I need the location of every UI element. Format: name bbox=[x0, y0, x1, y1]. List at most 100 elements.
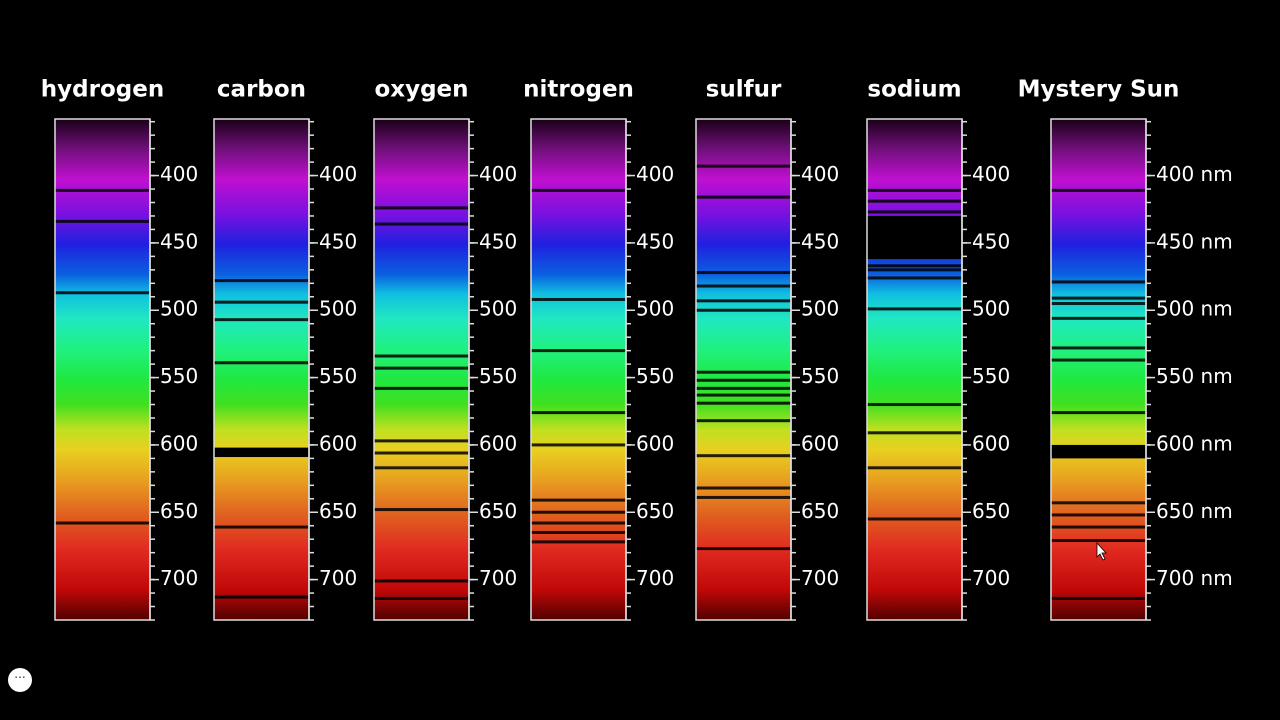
y-tick-label: 650 nm bbox=[1156, 499, 1233, 523]
y-tick-label: 650 bbox=[801, 499, 839, 523]
y-tick-label: 400 bbox=[972, 162, 1010, 186]
absorption-line bbox=[867, 199, 962, 203]
absorption-line bbox=[531, 297, 626, 301]
absorption-line bbox=[55, 219, 150, 223]
absorption-line bbox=[867, 431, 962, 435]
absorption-line bbox=[214, 595, 309, 599]
y-tick-label: 600 bbox=[160, 431, 198, 455]
y-tick-label: 700 bbox=[636, 566, 674, 590]
y-tick-label: 500 bbox=[479, 297, 517, 321]
y-tick-label: 700 nm bbox=[1156, 566, 1233, 590]
absorption-line bbox=[55, 188, 150, 192]
y-tick-label: 500 bbox=[801, 297, 839, 321]
y-tick-label: 550 bbox=[972, 364, 1010, 388]
absorption-line bbox=[1051, 539, 1146, 543]
y-tick-label: 450 bbox=[160, 229, 198, 253]
absorption-line bbox=[374, 366, 469, 370]
absorption-line bbox=[374, 466, 469, 470]
y-tick-label: 600 bbox=[972, 431, 1010, 455]
absorption-line bbox=[214, 361, 309, 365]
absorption-line bbox=[696, 284, 791, 288]
absorption-line bbox=[374, 439, 469, 443]
absorption-line bbox=[696, 419, 791, 423]
absorption-line bbox=[374, 354, 469, 358]
spectrum-bar bbox=[214, 119, 309, 620]
absorption-band bbox=[1051, 444, 1146, 459]
absorption-line bbox=[867, 210, 962, 214]
y-tick-label: 650 bbox=[319, 499, 357, 523]
absorption-line bbox=[696, 271, 791, 275]
absorption-line bbox=[1051, 296, 1146, 300]
y-tick-label: 500 bbox=[319, 297, 357, 321]
absorption-line bbox=[696, 393, 791, 397]
absorption-line bbox=[531, 521, 626, 525]
absorption-line bbox=[696, 299, 791, 303]
absorption-line bbox=[531, 443, 626, 447]
absorption-line bbox=[696, 401, 791, 405]
chart-title: sodium bbox=[867, 77, 961, 103]
y-tick-label: 450 bbox=[972, 229, 1010, 253]
absorption-line bbox=[214, 318, 309, 322]
y-tick-label: 700 bbox=[972, 566, 1010, 590]
absorption-line bbox=[696, 308, 791, 312]
y-tick-label: 700 bbox=[801, 566, 839, 590]
absorption-line bbox=[696, 454, 791, 458]
absorption-line bbox=[1051, 525, 1146, 529]
absorption-line bbox=[867, 264, 962, 268]
absorption-line bbox=[374, 206, 469, 210]
absorption-line bbox=[374, 596, 469, 600]
absorption-line bbox=[531, 510, 626, 514]
absorption-line bbox=[55, 291, 150, 295]
absorption-line bbox=[374, 451, 469, 455]
absorption-line bbox=[374, 222, 469, 226]
y-tick-label: 400 bbox=[801, 162, 839, 186]
y-tick-label: 400 bbox=[319, 162, 357, 186]
y-tick-label: 450 bbox=[801, 229, 839, 253]
y-tick-label: 400 bbox=[636, 162, 674, 186]
spectrum-bar bbox=[1051, 119, 1146, 620]
absorption-line bbox=[1051, 280, 1146, 284]
absorption-line bbox=[55, 521, 150, 525]
cursor bbox=[1096, 541, 1107, 561]
y-tick-label: 500 bbox=[636, 297, 674, 321]
absorption-line bbox=[696, 495, 791, 499]
y-tick-label: 550 bbox=[160, 364, 198, 388]
absorption-line bbox=[531, 411, 626, 415]
absorption-line bbox=[867, 517, 962, 521]
y-tick-label: 450 bbox=[479, 229, 517, 253]
y-tick-label: 550 bbox=[319, 364, 357, 388]
y-tick-label: 700 bbox=[479, 566, 517, 590]
y-tick-label: 600 bbox=[319, 431, 357, 455]
absorption-line bbox=[214, 525, 309, 529]
menu-dots[interactable]: ··· bbox=[14, 671, 25, 685]
absorption-band bbox=[214, 447, 309, 458]
y-tick-label: 450 bbox=[636, 229, 674, 253]
absorption-line bbox=[867, 188, 962, 192]
absorption-line bbox=[867, 268, 962, 272]
y-tick-label: 650 bbox=[972, 499, 1010, 523]
absorption-line bbox=[531, 530, 626, 534]
absorption-line bbox=[214, 300, 309, 304]
absorption-line bbox=[696, 195, 791, 199]
chart-title: sulfur bbox=[706, 77, 782, 103]
y-tick-label: 550 bbox=[636, 364, 674, 388]
absorption-line bbox=[1051, 596, 1146, 600]
absorption-line bbox=[867, 403, 962, 407]
y-tick-label: 600 bbox=[636, 431, 674, 455]
spectrum-bar bbox=[696, 119, 791, 620]
y-tick-label: 600 bbox=[479, 431, 517, 455]
y-tick-label: 700 bbox=[319, 566, 357, 590]
menu-button[interactable] bbox=[8, 668, 32, 692]
absorption-line bbox=[531, 349, 626, 353]
absorption-line bbox=[696, 547, 791, 551]
chart-title: nitrogen bbox=[523, 77, 634, 103]
absorption-line bbox=[696, 164, 791, 168]
absorption-line bbox=[1051, 411, 1146, 415]
absorption-line bbox=[214, 279, 309, 283]
absorption-line bbox=[1051, 513, 1146, 517]
absorption-line bbox=[531, 540, 626, 544]
y-tick-label: 450 bbox=[319, 229, 357, 253]
y-tick-label: 650 bbox=[636, 499, 674, 523]
